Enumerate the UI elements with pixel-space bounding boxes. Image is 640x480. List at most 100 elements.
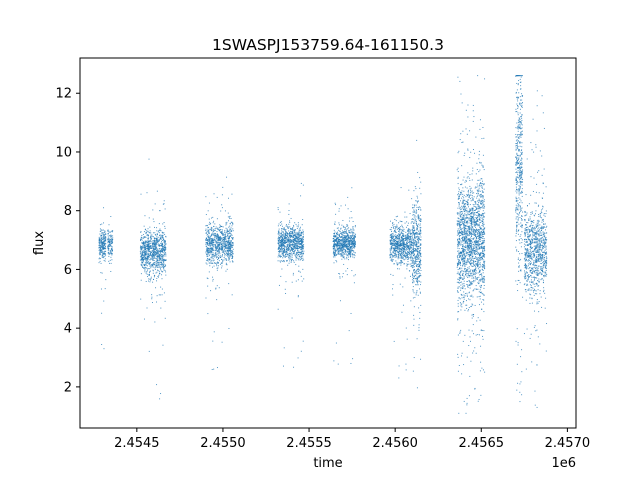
data-point	[164, 264, 166, 266]
data-point	[224, 236, 226, 238]
data-point	[411, 221, 413, 223]
data-point	[334, 235, 336, 237]
data-point	[411, 229, 413, 231]
data-point	[419, 224, 421, 226]
data-point	[111, 242, 113, 244]
data-point	[102, 256, 104, 258]
data-point	[343, 263, 345, 265]
data-point	[141, 241, 143, 243]
data-point	[159, 398, 161, 400]
data-point	[205, 214, 207, 216]
data-point	[405, 253, 407, 255]
data-point	[207, 285, 209, 287]
data-point	[295, 243, 296, 245]
data-point	[148, 259, 150, 261]
data-point	[232, 230, 234, 232]
data-point	[147, 241, 149, 243]
data-point	[348, 237, 350, 239]
data-point	[403, 236, 405, 238]
data-point	[221, 341, 223, 343]
data-point	[216, 237, 218, 239]
data-point	[219, 229, 221, 231]
data-point	[227, 256, 229, 258]
data-point	[207, 236, 209, 238]
data-point	[100, 250, 102, 252]
data-point	[221, 265, 223, 267]
data-point	[279, 240, 281, 242]
data-point	[402, 237, 404, 239]
data-point	[290, 228, 292, 230]
data-point	[146, 265, 148, 267]
data-point	[284, 229, 286, 231]
data-point	[145, 251, 147, 253]
data-point	[288, 232, 290, 234]
data-point	[278, 247, 280, 249]
data-point	[286, 241, 288, 243]
data-point	[392, 240, 394, 242]
data-point	[278, 245, 280, 247]
data-point	[401, 221, 403, 223]
data-point	[402, 246, 404, 248]
data-point	[392, 224, 394, 226]
data-point	[390, 256, 392, 258]
data-point	[232, 261, 234, 263]
data-point	[395, 239, 397, 241]
data-point	[296, 243, 298, 245]
data-point	[282, 238, 284, 240]
data-point	[414, 256, 416, 258]
data-point	[212, 228, 214, 230]
data-point	[417, 238, 419, 240]
data-point	[284, 238, 286, 240]
data-point	[110, 262, 112, 264]
data-point	[401, 232, 403, 234]
chart-title: 1SWASPJ153759.64-161150.3	[212, 36, 444, 54]
data-point	[293, 248, 295, 250]
data-point	[293, 261, 295, 263]
data-point	[336, 246, 338, 248]
data-point	[352, 226, 354, 228]
data-point	[98, 242, 100, 244]
data-point	[396, 247, 398, 249]
data-point	[146, 240, 148, 242]
data-point	[225, 242, 227, 244]
data-point	[162, 235, 164, 237]
data-point	[290, 260, 292, 262]
data-point	[142, 247, 144, 249]
data-point	[100, 230, 102, 232]
data-point	[418, 254, 420, 256]
data-point	[402, 233, 404, 235]
data-point	[232, 228, 234, 230]
data-point	[158, 257, 160, 259]
data-point	[223, 243, 225, 245]
data-point	[110, 256, 112, 258]
data-point	[410, 254, 412, 256]
data-point	[412, 266, 414, 268]
data-point	[230, 230, 232, 232]
data-point	[289, 257, 291, 259]
data-point	[207, 242, 209, 244]
data-point	[333, 241, 335, 243]
data-point	[290, 252, 292, 254]
data-point	[409, 236, 411, 238]
data-point	[218, 252, 220, 254]
data-point	[411, 243, 413, 245]
data-point	[300, 243, 302, 245]
data-point	[219, 231, 221, 233]
data-point	[232, 246, 234, 248]
data-point	[391, 247, 393, 249]
data-point	[351, 236, 353, 238]
data-point	[346, 232, 348, 234]
data-point	[297, 233, 299, 235]
data-point	[291, 245, 293, 247]
data-point	[222, 253, 224, 255]
data-point	[213, 239, 215, 241]
data-point	[162, 243, 164, 245]
data-point	[205, 259, 207, 261]
data-point	[394, 254, 396, 256]
data-point	[292, 246, 294, 248]
data-point	[101, 312, 103, 314]
data-point	[406, 242, 408, 244]
data-point	[156, 263, 158, 265]
data-point	[280, 249, 282, 251]
data-point	[349, 253, 351, 255]
